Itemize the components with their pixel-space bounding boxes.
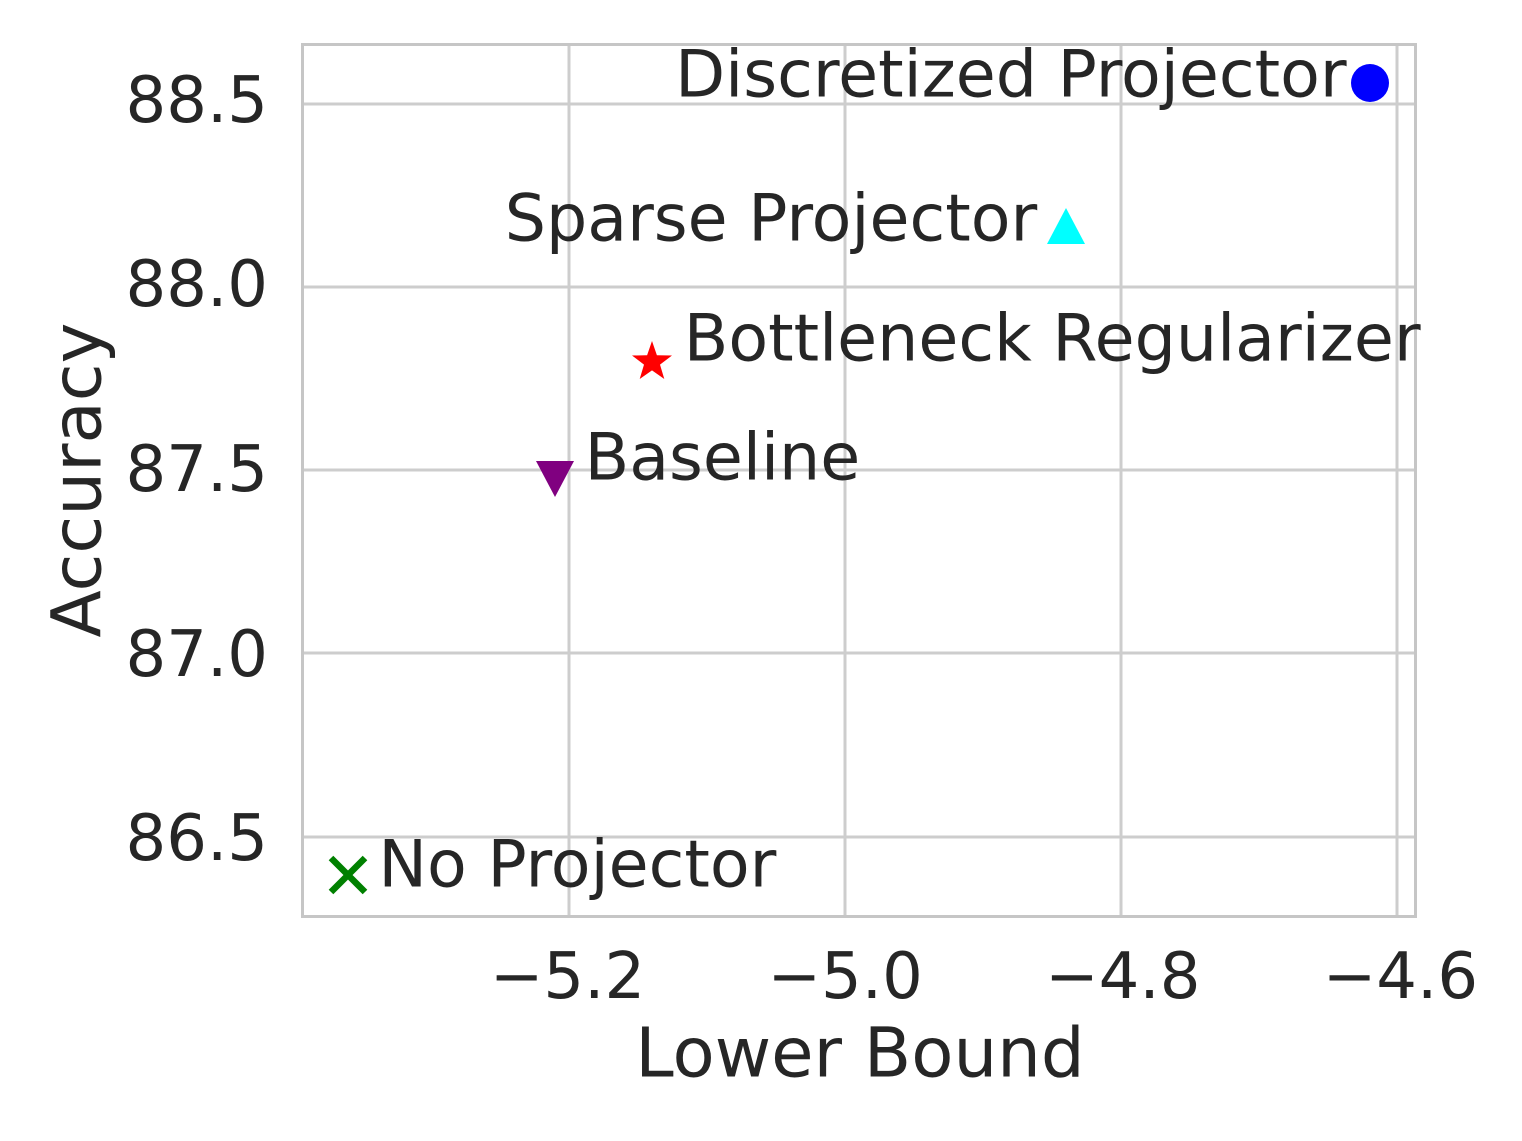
x-tick-label: −5.0 [767, 940, 923, 1014]
gridline-vertical-−4.6 [1395, 46, 1399, 915]
plot-area [301, 43, 1417, 918]
gridline-horizontal-88.0 [304, 285, 1414, 289]
star-marker [630, 340, 674, 388]
triangle-down-marker [533, 457, 577, 505]
x-tick-label: −4.8 [1045, 940, 1201, 1014]
x-marker [326, 853, 370, 901]
y-tick-label: 88.5 [125, 63, 269, 138]
y-tick-label: 87.0 [125, 617, 269, 692]
annotation-label: Sparse Projector [504, 181, 1038, 257]
x-tick-label: −4.6 [1322, 940, 1479, 1014]
gridline-horizontal-86.5 [304, 835, 1414, 839]
annotation-label: No Projector [378, 826, 777, 902]
gridline-vertical-−5.2 [567, 46, 571, 915]
annotation-label: Baseline [584, 420, 861, 496]
x-tick-label: −5.2 [489, 940, 646, 1014]
annotation-label: Bottleneck Regularizer [683, 301, 1421, 377]
y-tick-label: 87.5 [125, 432, 269, 507]
gridline-horizontal-87.0 [304, 651, 1414, 655]
circle-marker [1348, 61, 1392, 109]
gridline-horizontal-88.5 [304, 102, 1414, 106]
triangle-up-marker [1044, 204, 1088, 252]
gridline-vertical-−4.8 [1119, 46, 1123, 915]
gridline-vertical-−5.0 [843, 46, 847, 915]
annotation-label: Discretized Projector [675, 37, 1347, 113]
y-tick-label: 88.0 [125, 248, 269, 323]
y-tick-label: 86.5 [125, 802, 269, 877]
x-axis-label: Lower Bound [635, 1013, 1085, 1094]
gridline-horizontal-87.5 [304, 468, 1414, 472]
